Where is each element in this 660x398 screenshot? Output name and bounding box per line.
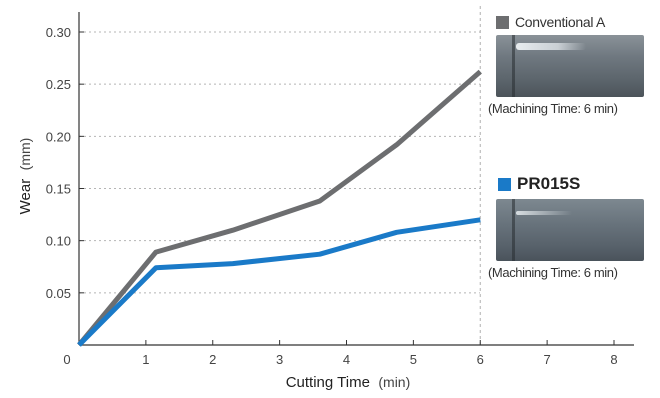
axes [78,12,634,346]
y-axis-title: Wear (mm) [17,138,34,215]
x-tick-label: 8 [610,352,617,367]
x-tick-label: 3 [276,352,283,367]
legend-label-conventional-a: Conventional A [515,14,605,30]
x-axis-title: Cutting Time (min) [286,374,411,391]
x-tick-label: 4 [343,352,350,367]
caption-conventional-a: (Machining Time: 6 min) [488,101,618,116]
y-tick-label: 0.10 [46,234,71,249]
grid-lines [79,31,480,294]
legend-pr015s: PR015S (Machining Time: 6 min) [488,174,660,280]
y-tick-label: 0.30 [46,25,71,40]
x-tick-label: 2 [209,352,216,367]
tick-labels: 0 1 2 3 4 5 6 7 8 0.05 0.10 0.15 0.20 0.25 0.30 [46,25,618,367]
y-tick-label: 0.25 [46,77,71,92]
x-tick-label: 1 [142,352,149,367]
x-tick-label: 6 [477,352,484,367]
legend-swatch-conventional-a [496,15,509,29]
x-tick-label: 5 [410,352,417,367]
caption-pr015s: (Machining Time: 6 min) [488,265,618,280]
series-line-pr015s [77,217,481,347]
tool-photo-conventional-a [496,35,644,97]
x-tick-label: 0 [63,352,70,367]
tool-photo-pr015s [496,199,644,261]
x-tick-label: 7 [544,352,551,367]
y-tick-label: 0.05 [46,286,71,301]
series-line-conventional-a [77,69,482,347]
legend-swatch-pr015s [498,177,511,191]
y-tick-label: 0.15 [46,182,71,197]
legend-conventional-a: Conventional A (Machining Time: 6 min) [488,14,660,116]
legend-label-pr015s: PR015S [517,174,581,193]
y-tick-label: 0.20 [46,129,71,144]
series-lines [77,69,482,347]
